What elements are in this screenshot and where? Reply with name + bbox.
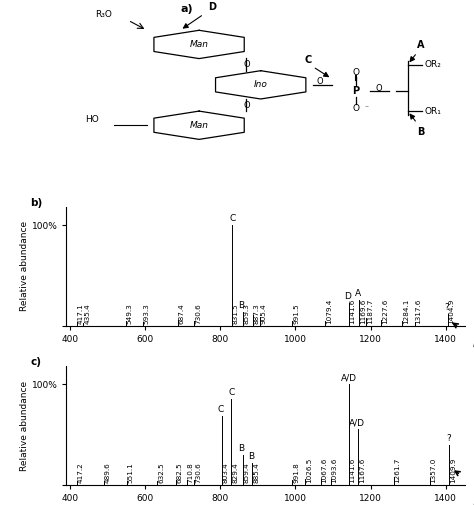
- Text: R₃O: R₃O: [95, 10, 112, 19]
- Text: 1141.6: 1141.6: [349, 458, 356, 483]
- Text: 549.3: 549.3: [127, 304, 133, 324]
- Text: Ino: Ino: [254, 80, 268, 89]
- Text: 1093.6: 1093.6: [331, 458, 337, 483]
- Text: ⁻: ⁻: [365, 104, 369, 113]
- Text: 905.4: 905.4: [261, 304, 267, 324]
- Text: 1227.6: 1227.6: [382, 299, 388, 324]
- Text: 1026.5: 1026.5: [306, 458, 312, 483]
- Text: O: O: [317, 77, 323, 86]
- Text: 730.6: 730.6: [195, 304, 201, 324]
- Text: O: O: [243, 60, 250, 69]
- Text: 1409.9: 1409.9: [450, 458, 456, 483]
- Text: 1317.6: 1317.6: [416, 299, 421, 324]
- Text: 885.4: 885.4: [253, 463, 259, 483]
- Text: 632.5: 632.5: [158, 463, 164, 483]
- Text: D: D: [344, 291, 351, 300]
- Text: O: O: [352, 104, 359, 113]
- Text: 435.4: 435.4: [84, 304, 90, 324]
- Text: 1284.1: 1284.1: [403, 299, 409, 324]
- Text: O: O: [376, 84, 383, 93]
- Text: B: B: [248, 451, 255, 461]
- Text: C: C: [304, 55, 312, 65]
- Text: B: B: [238, 443, 245, 452]
- Text: D: D: [209, 2, 217, 12]
- Text: m/z: m/z: [473, 340, 474, 349]
- Text: 991.8: 991.8: [293, 463, 299, 483]
- Text: A: A: [417, 40, 425, 50]
- Text: 551.1: 551.1: [128, 463, 134, 483]
- Text: 1404.9: 1404.9: [448, 299, 455, 324]
- Text: ?: ?: [444, 302, 449, 312]
- Text: m/z: m/z: [473, 499, 474, 505]
- Text: 1357.0: 1357.0: [430, 458, 437, 483]
- Text: 1079.4: 1079.4: [326, 299, 332, 324]
- Text: 829.4: 829.4: [232, 463, 238, 483]
- Text: 417.1: 417.1: [77, 304, 83, 324]
- Text: A: A: [355, 288, 361, 297]
- Text: A/D: A/D: [341, 373, 356, 382]
- Text: Man: Man: [190, 121, 209, 130]
- Text: 730.6: 730.6: [195, 463, 201, 483]
- Text: 489.6: 489.6: [105, 463, 110, 483]
- Text: C: C: [218, 406, 224, 415]
- Text: A/D: A/D: [349, 419, 365, 427]
- Y-axis label: Relative abundance: Relative abundance: [20, 380, 29, 471]
- Text: ?: ?: [446, 434, 451, 442]
- Text: 1169.6: 1169.6: [360, 299, 366, 324]
- Text: 991.5: 991.5: [293, 304, 299, 324]
- Text: c): c): [30, 357, 42, 367]
- Text: 859.3: 859.3: [243, 304, 249, 324]
- Text: B: B: [238, 300, 245, 310]
- Text: OR₂: OR₂: [424, 60, 441, 69]
- Text: OR₁: OR₁: [424, 107, 441, 116]
- Text: Man: Man: [190, 40, 209, 49]
- Text: 593.3: 593.3: [144, 304, 149, 324]
- Y-axis label: Relative abundance: Relative abundance: [20, 221, 29, 312]
- Text: 1141.6: 1141.6: [349, 299, 356, 324]
- Text: 710.8: 710.8: [188, 463, 193, 483]
- Text: a): a): [180, 4, 193, 14]
- Text: 687.4: 687.4: [179, 304, 185, 324]
- Text: C: C: [228, 388, 235, 397]
- Text: 1067.6: 1067.6: [322, 458, 328, 483]
- Text: 1187.7: 1187.7: [367, 299, 373, 324]
- Text: b): b): [30, 197, 43, 208]
- Text: C: C: [229, 214, 235, 223]
- Text: B: B: [417, 127, 425, 137]
- Text: HO: HO: [85, 115, 99, 124]
- Text: 1261.7: 1261.7: [394, 458, 401, 483]
- Text: O: O: [352, 68, 359, 77]
- Text: 887.3: 887.3: [254, 304, 260, 324]
- Text: 803.4: 803.4: [222, 463, 228, 483]
- Text: 831.5: 831.5: [233, 304, 239, 324]
- Text: 682.5: 682.5: [177, 463, 183, 483]
- Text: 859.4: 859.4: [244, 463, 249, 483]
- Text: 1167.6: 1167.6: [359, 458, 365, 483]
- Text: O: O: [243, 100, 250, 110]
- Text: 417.2: 417.2: [77, 463, 83, 483]
- Text: P: P: [352, 86, 359, 96]
